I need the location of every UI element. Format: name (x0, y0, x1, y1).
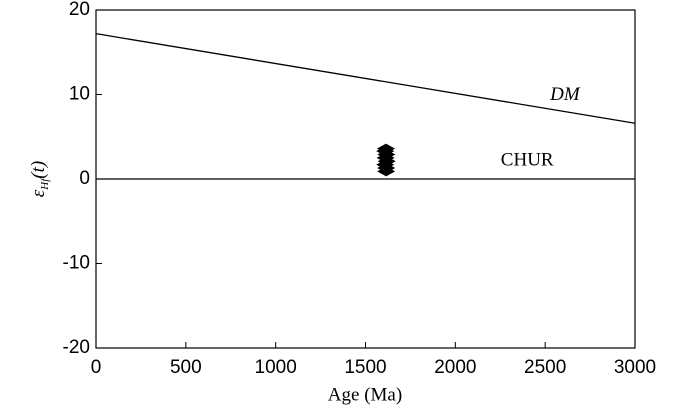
x-tick-label: 500 (170, 357, 202, 378)
x-tick-label: 3000 (614, 357, 656, 378)
x-tick-label: 0 (91, 357, 102, 378)
x-tick-label: 1500 (344, 357, 386, 378)
line-label: CHUR (501, 149, 554, 170)
x-tick-label: 2500 (524, 357, 566, 378)
y-tick-label: -10 (63, 253, 90, 274)
line-label: DM (549, 84, 581, 105)
y-tick-label: 20 (69, 0, 90, 20)
data-point (376, 143, 395, 154)
x-tick-label: 1000 (255, 357, 297, 378)
x-axis-label: Age (Ma) (328, 384, 402, 405)
y-axis-label: εHf(t) (28, 161, 50, 197)
y-axis-label-text: εHf(t) (28, 161, 50, 197)
y-tick-label: -20 (63, 337, 90, 358)
reference-line (95, 33, 636, 124)
y-tick-label: 10 (69, 84, 90, 105)
x-tick-label: 2000 (434, 357, 476, 378)
y-tick-label: 0 (79, 168, 90, 189)
